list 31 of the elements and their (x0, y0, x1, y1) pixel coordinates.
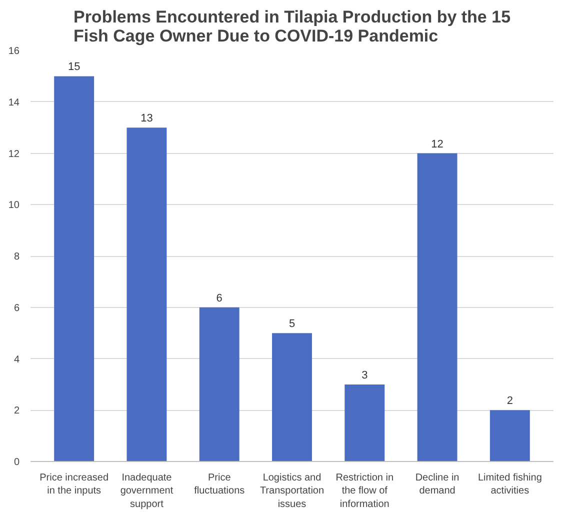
y-tick-label: 4 (14, 354, 20, 366)
data-label: 15 (68, 61, 80, 74)
y-tick-label: 8 (14, 252, 20, 262)
x-tick-label: Price fluctuations (194, 472, 245, 497)
y-tick-label: 6 (14, 302, 20, 314)
bar (126, 128, 167, 462)
data-label: 5 (288, 318, 296, 330)
x-tick-label: Logistics and Transportation issues (260, 472, 324, 510)
y-tick-label: 14 (8, 97, 20, 108)
bar (344, 384, 385, 462)
bar (490, 410, 530, 462)
y-tick-label: 16 (8, 46, 20, 57)
y-tick-label: 2 (14, 406, 20, 417)
x-tick-label: Price increased in the inputs (40, 472, 109, 497)
bar (54, 76, 94, 462)
bar (417, 153, 458, 462)
bar (199, 307, 240, 462)
y-tick-label: 12 (8, 148, 20, 160)
data-label: 6 (216, 292, 222, 304)
x-tick-label: Decline in demand (415, 472, 460, 497)
data-label: 3 (362, 369, 368, 382)
x-tick-label: Limited fishing activities (478, 472, 542, 497)
bar (272, 333, 312, 462)
x-tick-label: Restriction in the flow of information (336, 472, 394, 510)
data-label: 13 (140, 112, 153, 125)
data-label: 12 (431, 138, 444, 150)
x-tick-label: Inadequate government support (120, 472, 174, 510)
data-label: 2 (506, 395, 513, 408)
chart-title: Problems Encountered in Tilapia Production by the 15 Fish Cage Owner Due to COVID-19 Pandemic (73, 8, 511, 46)
y-tick-label: 0 (14, 457, 20, 468)
y-tick-label: 10 (8, 200, 20, 212)
